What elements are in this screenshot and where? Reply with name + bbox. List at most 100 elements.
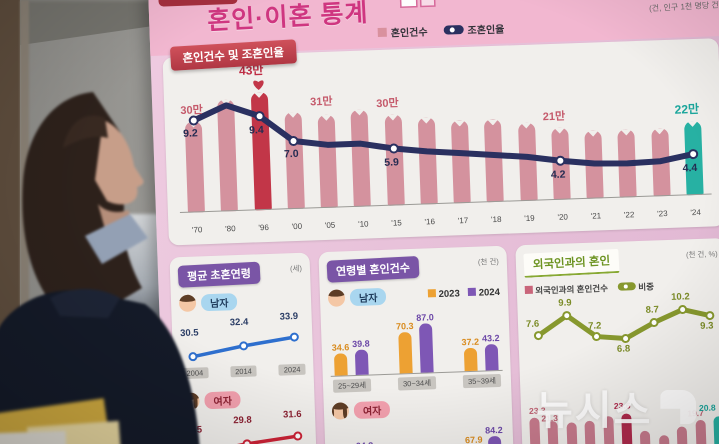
bar-value: 43.2: [481, 332, 500, 344]
watermark-text: 뉴시스: [536, 389, 653, 433]
year-tick: '05: [324, 220, 336, 230]
bar-2024: [487, 436, 503, 444]
age-value: 31.6: [282, 408, 302, 421]
year-tick: '21: [590, 211, 602, 221]
rate-value-label: 5.9: [384, 156, 400, 169]
marriage-count-swatch: [377, 27, 387, 38]
poster-header: 2024 혼인·이혼 통계 혼인건수 조혼인율 (건, 인구 1천 명당 건): [148, 0, 719, 56]
year-tick: '20: [557, 212, 569, 222]
year-tick: '18: [490, 214, 502, 225]
rate-value-label: 4.2: [550, 168, 566, 182]
year-tick: '22: [623, 210, 635, 220]
legend-crude-rate: 조혼인율: [443, 21, 505, 38]
age-value: 29.8: [233, 414, 252, 427]
age-group-35-39: 37.2 43.2: [461, 332, 500, 372]
crude-rate-line: [188, 102, 699, 167]
share-value: 9.3: [700, 320, 714, 332]
year-tick: '15: [391, 218, 402, 228]
year-tick: '19: [524, 213, 535, 224]
panel-c-title: 외국인과의 혼인: [523, 248, 620, 278]
girl-face-icon: [331, 402, 350, 420]
share-value: 6.8: [616, 343, 631, 355]
legend-2023: 2023: [427, 288, 460, 300]
bar-value-label: 21만: [542, 110, 566, 124]
age-group-25-29: 55.7 64.3: [335, 440, 375, 444]
panel-b-title: 연령별 혼인건수: [326, 255, 420, 283]
age-group-25-29: 34.6 39.8: [331, 339, 370, 376]
bar-2024: [418, 323, 434, 373]
category-box: 35~39세: [462, 373, 502, 389]
swatch-2023: [427, 289, 436, 298]
year-legend: 2023 2024: [427, 287, 500, 301]
fbar-latest: [713, 416, 719, 444]
poster-title: 혼인·이혼 통계: [206, 0, 370, 36]
legend-crude-rate-label: 조혼인율: [467, 24, 505, 37]
infographic-poster: 2024 혼인·이혼 통계 혼인건수 조혼인율 (건, 인구 1천 명당 건): [148, 0, 719, 444]
bar-value: 34.6: [331, 342, 350, 353]
bar-value: 67.9: [464, 434, 483, 444]
share-value: 10.2: [670, 291, 690, 303]
bar-value: 87.0: [416, 312, 434, 323]
panel-a-unit: (세): [289, 263, 303, 274]
panel-b-unit: (천 건): [477, 256, 499, 267]
year-tick: '00: [291, 221, 303, 232]
bar-2023: [334, 353, 348, 376]
legend-marriage-count-label: 혼인건수: [390, 27, 428, 40]
crude-rate-swatch: [443, 25, 464, 35]
female-pill: 여자: [204, 391, 242, 410]
marriage-trend-chart: 30만 43만 31만 30만 21만 22만 9.2 9.4 7.0 5.9 …: [175, 55, 712, 239]
foreign-share-line: 7.6 9.9 7.2 6.8 8.7 10.2 9.3: [525, 290, 719, 363]
house-icon: [399, 0, 436, 8]
share-value: 9.9: [558, 297, 572, 309]
fbar: [658, 435, 671, 444]
newsis-watermark: 뉴시스: [536, 378, 697, 436]
year-tick: '80: [225, 224, 236, 234]
newsis-logo-icon: [660, 390, 697, 424]
bar-value: 70.3: [395, 321, 414, 332]
fbar: [694, 419, 707, 444]
age-value: 32.4: [229, 316, 249, 329]
person-silhouette: [0, 92, 200, 444]
bar-value: 37.2: [461, 336, 480, 347]
age-group-30-34: 67.9 84.2: [465, 425, 505, 444]
rate-value-label: 7.0: [283, 147, 299, 161]
foreign-count-swatch: [524, 285, 533, 295]
year-tick: '10: [357, 219, 369, 229]
panel-marriage-by-age: 연령별 혼인건수 (천 건) 남자 2023 2024 34.6 39.8: [318, 245, 515, 444]
age-category-labels: 25~29세 30~34세 35~39세: [331, 373, 503, 393]
panel-foreign-marriage: 외국인과의 혼인 (천 건, %) 외국인과의 혼인건수 비중: [515, 238, 719, 444]
bar-value: 64.3: [356, 440, 374, 444]
panel-c-unit: (천 건, %): [685, 249, 718, 260]
bar-value-label: 22만: [674, 101, 700, 117]
category-box: 30~34세: [397, 376, 437, 391]
age-group-30-34: 70.3 87.0: [395, 312, 436, 374]
legend-2024: 2024: [467, 287, 500, 299]
share-value: 8.7: [645, 304, 660, 316]
male-age-line: 30.5 32.4 33.9: [180, 310, 306, 364]
bar-value: 84.2: [485, 425, 503, 436]
year-tick: '96: [258, 222, 270, 233]
rate-value-label: 4.4: [682, 161, 698, 175]
male-pill: 남자: [349, 287, 387, 307]
year-tick: '16: [424, 217, 436, 227]
male-grouped-bars: 34.6 39.8 70.3 87.0 37.2 43.2: [328, 302, 503, 377]
male-pill: 남자: [200, 293, 238, 312]
x-axis-years: '70 '80 '96 '00 '05 '10 '15 '16 '17 '18 …: [180, 207, 712, 235]
age-value: 33.9: [279, 310, 299, 323]
bar-value: 39.8: [351, 338, 370, 350]
bar-value-label: 30만: [376, 97, 399, 111]
main-chart-legend: 혼인건수 조혼인율: [377, 21, 505, 40]
female-pill: 여자: [353, 400, 391, 420]
year-tick: '24: [690, 207, 701, 218]
category-box: 25~29세: [332, 378, 372, 393]
female-grouped-bars: 55.7 64.3 67.9 84.2: [332, 416, 506, 444]
rate-value-label: 9.4: [248, 124, 264, 137]
main-unit-note: (건, 인구 1천 명당 건): [648, 0, 719, 14]
share-swatch: [617, 282, 637, 291]
year-box: 2014: [229, 365, 258, 378]
heart-icon: [252, 79, 265, 92]
bottom-panels: 평균 초혼연령 (세) 남자 30.5 32.4 33.9: [169, 238, 719, 444]
bar-value-label: 31만: [309, 95, 333, 109]
share-value: 7.6: [525, 318, 540, 331]
